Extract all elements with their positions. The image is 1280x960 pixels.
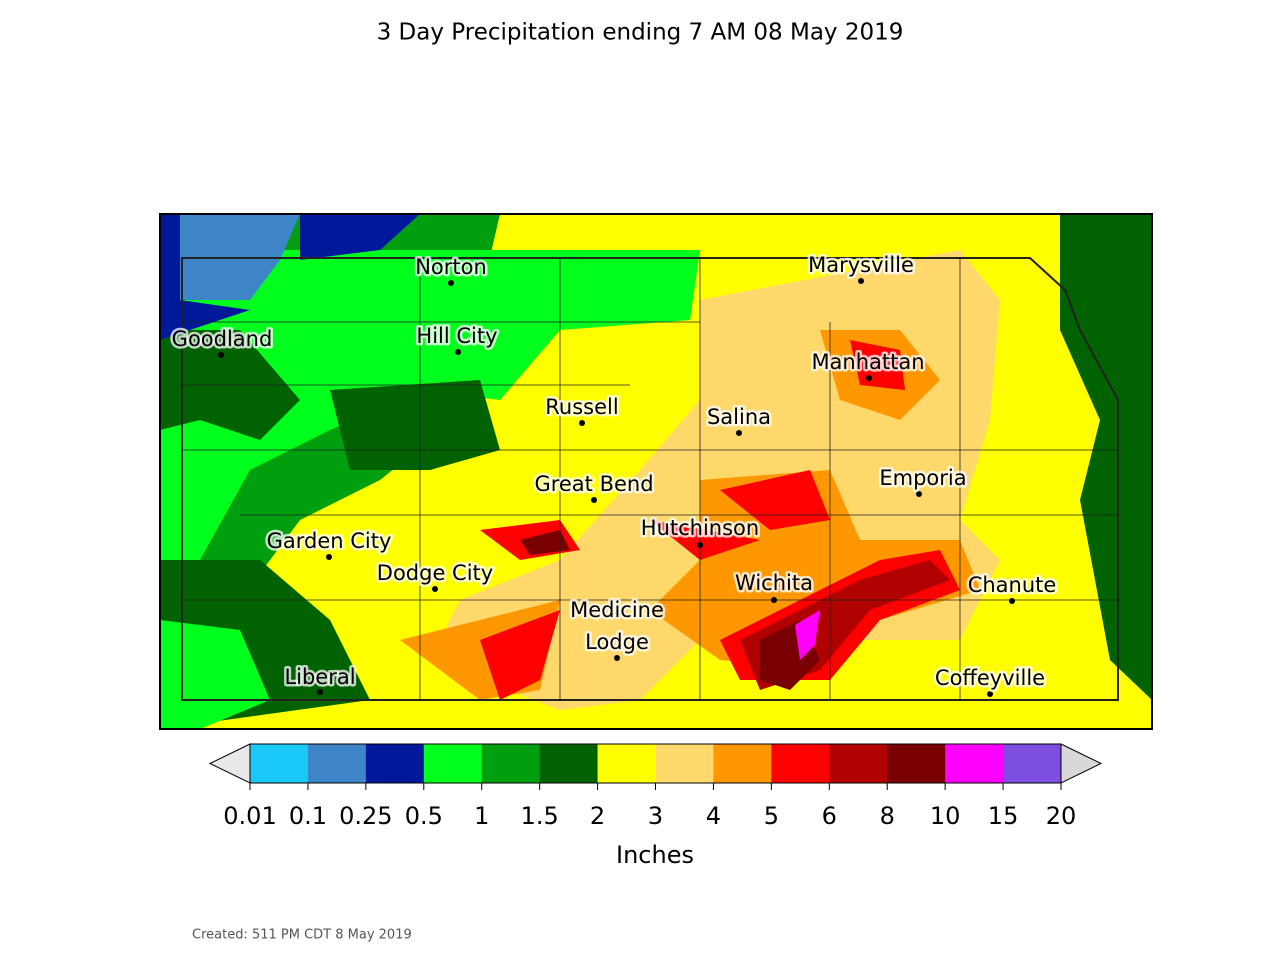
- precip-area: [330, 380, 500, 470]
- precip-area: [850, 340, 905, 390]
- city-label: Liberal: [284, 665, 355, 689]
- city-label: Emporia: [879, 466, 966, 490]
- city-dot: [771, 597, 777, 603]
- city-dot: [916, 491, 922, 497]
- city-dot: [448, 280, 454, 286]
- colorbar-bin: [713, 744, 772, 783]
- colorbar-bin: [307, 744, 367, 783]
- city-dot: [1009, 598, 1015, 604]
- precip-area: [520, 530, 570, 555]
- footer: Created: 511 PM CDT 8 May 2019: [192, 928, 412, 943]
- map-frame: [159, 213, 1153, 730]
- city-label: Lodge: [585, 630, 649, 654]
- colorbar-tick-label: 4: [706, 802, 721, 830]
- colorbar-tick-label: 1.5: [521, 802, 559, 830]
- city-label: Hutchinson: [641, 516, 759, 540]
- city-dot: [579, 420, 585, 426]
- colorbar-tick-label: 0.25: [339, 802, 392, 830]
- city-label: Great Bend: [534, 472, 653, 496]
- city-dot: [987, 691, 993, 697]
- city-dot: [697, 542, 703, 548]
- city-dot: [736, 430, 742, 436]
- city-label: Goodland: [172, 327, 273, 351]
- colorbar-under: [208, 743, 251, 784]
- precip-area: [300, 214, 420, 260]
- colorbar-tick-label: 3: [648, 802, 663, 830]
- colorbar-bin: [945, 744, 1004, 783]
- colorbar-bin: [655, 744, 714, 783]
- city-label: Marysville: [808, 253, 914, 277]
- colorbar-tick-label: 6: [822, 802, 837, 830]
- city-label: Russell: [545, 395, 618, 419]
- city-dot: [326, 554, 332, 560]
- colorbar-label: Inches: [616, 841, 694, 869]
- city-label: Norton: [415, 255, 487, 279]
- city-dot: [866, 375, 872, 381]
- city-label: Dodge City: [377, 561, 493, 585]
- colorbar-tick-label: 10: [930, 802, 961, 830]
- colorbar-tick-label: 0.1: [289, 802, 327, 830]
- title: 3 Day Precipitation ending 7 AM 08 May 2…: [377, 20, 904, 46]
- precip-area: [160, 250, 700, 600]
- colorbar-tick-label: 0.01: [223, 802, 276, 830]
- city-label: Hill City: [416, 324, 497, 348]
- city-label: Coffeyville: [935, 666, 1045, 690]
- colorbar: 0.01 0.1 0.25 0.5 1 1.5 2 3 4 5 6 8 10 15 20: [208, 743, 1103, 830]
- colorbar-tick-label: 20: [1046, 802, 1077, 830]
- colorbar-tick-label: 5: [764, 802, 779, 830]
- colorbar-tick-label: 15: [988, 802, 1019, 830]
- colorbar-tick-label: 0.5: [405, 802, 443, 830]
- colorbar-bin: [250, 744, 309, 783]
- colorbar-bin: [481, 744, 541, 783]
- city-label: Salina: [707, 405, 771, 429]
- city-label: Medicine: [570, 598, 664, 622]
- cities: Norton Marysville Goodland Hill City Manhatt…: [169, 251, 1059, 697]
- precip-field: [160, 214, 1152, 729]
- colorbar-tick-label: 2: [590, 802, 605, 830]
- colorbar-bin: [597, 744, 656, 783]
- precip-area: [650, 470, 980, 670]
- city-label: Wichita: [735, 571, 813, 595]
- city-dot: [455, 349, 461, 355]
- borders: [181, 257, 1119, 701]
- colorbar-bin: [829, 744, 888, 783]
- precip-area: [795, 610, 820, 660]
- city-dot: [858, 278, 864, 284]
- city-dot: [317, 689, 323, 695]
- city-dot: [614, 655, 620, 661]
- precip-area: [480, 610, 560, 700]
- colorbar-over: [1060, 743, 1103, 784]
- colorbar-bin: [1003, 744, 1062, 783]
- colorbar-bin: [539, 744, 599, 783]
- colorbar-bin: [887, 744, 946, 783]
- colorbar-bin: [771, 744, 830, 783]
- colorbar-bin: [423, 744, 483, 783]
- precip-area: [160, 620, 270, 729]
- city-dot: [218, 352, 224, 358]
- colorbar-tick-label: 1: [474, 802, 489, 830]
- precip-area: [650, 520, 760, 560]
- city-label: Chanute: [968, 573, 1057, 597]
- colorbar-bin: [365, 744, 425, 783]
- city-label: Garden City: [267, 529, 392, 553]
- city-dot: [432, 586, 438, 592]
- city-dot: [591, 497, 597, 503]
- city-label: Manhattan: [811, 350, 924, 374]
- colorbar-tick-label: 8: [880, 802, 895, 830]
